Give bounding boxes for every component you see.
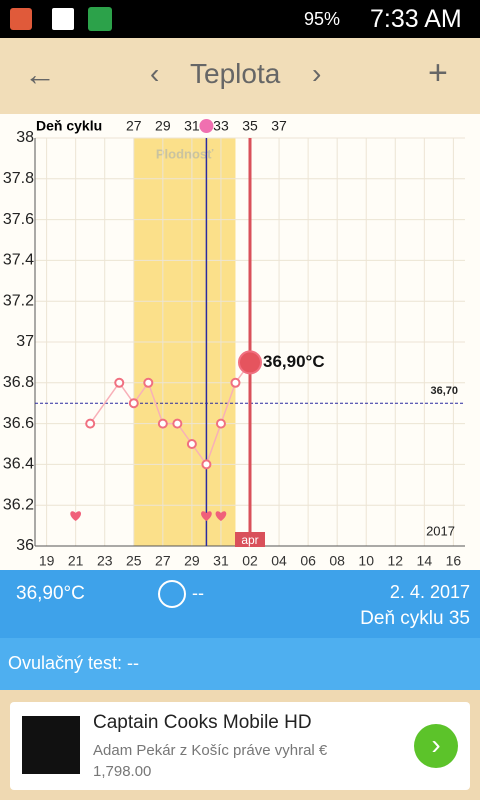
cover-line-label: 36,70 [430, 385, 458, 397]
toolbar: ← ‹ Teplota › + [0, 38, 480, 116]
y-tick-label: 37.8 [3, 170, 34, 187]
heart [215, 511, 227, 521]
fertile-label: Plodnosť [156, 146, 214, 161]
x-tick-label: 06 [300, 553, 316, 569]
app-icon [88, 7, 112, 31]
fb-icon [52, 8, 74, 30]
x-tick-label: 25 [126, 553, 142, 569]
ad-line1: Adam Pekár z Košíc práve vyhral € [93, 742, 328, 759]
x-tick-label: 08 [329, 553, 345, 569]
summary-sex: -- [192, 583, 204, 603]
ad-line2: 1,798.00 [93, 763, 152, 780]
summary-cycle-day: Deň cyklu 35 [360, 608, 470, 629]
x-tick-label: 21 [68, 553, 84, 569]
x-tick-label: 16 [446, 553, 462, 569]
x-label: Deň cyklu [36, 118, 102, 134]
y-tick-label: 36.8 [3, 374, 34, 391]
heart [201, 511, 212, 521]
value-label: 36,90°C [263, 352, 325, 371]
y-tick-label: 37.2 [3, 292, 34, 309]
top-tick-label: 37 [271, 118, 287, 134]
x-tick-label: 10 [358, 553, 374, 569]
x-tick-label: 19 [39, 553, 55, 569]
temperature-point [172, 418, 183, 429]
temperature-point [85, 418, 96, 429]
y-tick-label: 37.6 [3, 211, 34, 228]
top-tick-label: 35 [242, 118, 258, 134]
ovulation-marker [199, 119, 214, 133]
status-bar: 95% 7:33 AM [0, 0, 480, 38]
ad-card[interactable]: Captain Cooks Mobile HD Adam Pekár z Koš… [10, 702, 470, 790]
add-button[interactable]: + [428, 54, 448, 92]
summary-temp: 36,90°C [16, 583, 85, 604]
top-tick-label: 33 [213, 118, 229, 134]
ad-title: Captain Cooks Mobile HD [93, 712, 312, 733]
x-tick-label: 29 [184, 553, 200, 569]
clock: 7:33 AM [370, 5, 462, 33]
prev-button[interactable]: ‹ [150, 58, 160, 89]
y-tick-label: 37.4 [3, 252, 34, 269]
ovulation-test: Ovulačný test: -- [8, 653, 140, 673]
top-tick-label: 27 [126, 118, 142, 134]
y-tick-label: 36.6 [3, 415, 34, 432]
y-tick-label: 36.2 [3, 496, 34, 513]
year-label: 2017 [426, 523, 455, 538]
temperature-point [114, 377, 125, 388]
y-tick-label: 36.4 [3, 456, 34, 473]
chart: Deň cyklu Plodnosť 36 36.2 36.4 36.6 36.8 37 37… [0, 114, 480, 570]
heart-icon[interactable] [158, 580, 186, 608]
temperature-point [215, 418, 226, 429]
temperature-point [238, 350, 262, 375]
ad-logo [22, 716, 80, 774]
summary-date: 2. 4. 2017 [389, 582, 470, 602]
y-tick-label: 37 [16, 333, 34, 350]
notif-icon [10, 8, 32, 30]
temperature-point [157, 418, 168, 429]
heart [70, 511, 82, 521]
temperature-point [201, 459, 212, 470]
next-button[interactable]: › [312, 58, 322, 89]
screen-title: Teplota [190, 58, 281, 89]
back-button[interactable]: ← [24, 56, 56, 92]
summary-panel: 36,90°C -- 2. 4. 2017 Deň cyklu 35 [0, 570, 480, 638]
x-tick-label: 23 [97, 553, 113, 569]
top-tick-label: 29 [155, 118, 171, 134]
x-tick-label: 14 [417, 553, 433, 569]
battery: 95% [304, 9, 341, 29]
temperature-point [186, 439, 197, 449]
month-badge [235, 532, 265, 547]
x-tick-label: 04 [271, 553, 287, 569]
temperature-point [143, 377, 154, 388]
temperature-point [128, 398, 139, 409]
y-tick-label: 38 [16, 129, 34, 146]
x-tick-label: 31 [213, 553, 229, 569]
temperature-point [230, 377, 241, 388]
ovulation-panel[interactable]: Ovulačný test: -- [0, 638, 480, 690]
x-tick-label: 27 [155, 553, 171, 569]
month-label: apr [241, 533, 258, 547]
x-tick-label: 12 [387, 553, 403, 569]
top-tick-label: 31 [184, 118, 200, 134]
y-tick-label: 36 [16, 537, 34, 554]
x-tick-label: 02 [242, 553, 258, 569]
ad-go[interactable]: › [414, 724, 458, 768]
